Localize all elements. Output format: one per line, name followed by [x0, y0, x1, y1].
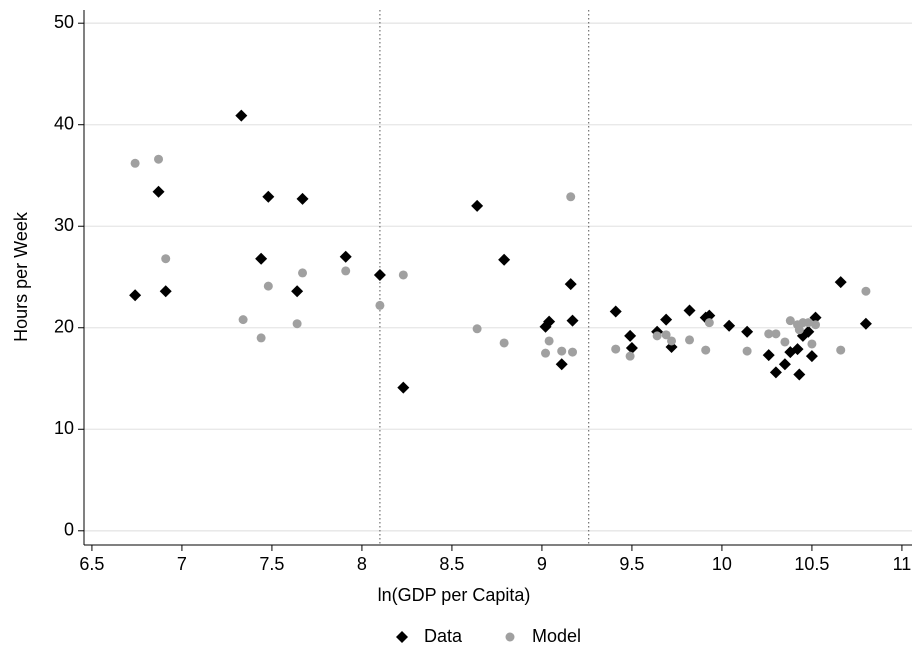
- data-point: [791, 343, 804, 356]
- data-point: [625, 342, 638, 355]
- data-point: [807, 339, 817, 349]
- x-tick-label: 10.5: [794, 554, 829, 574]
- data-point: [566, 314, 579, 327]
- data-point: [803, 318, 813, 328]
- data-point: [683, 304, 696, 317]
- y-axis-title: Hours per Week: [11, 211, 31, 342]
- data-point: [541, 348, 551, 358]
- y-tick-label: 40: [54, 113, 74, 133]
- x-tick-label: 10: [712, 554, 732, 574]
- x-tick-label: 7: [177, 554, 187, 574]
- data-point: [660, 313, 673, 326]
- data-point: [544, 336, 554, 346]
- y-tick-label: 50: [54, 12, 74, 32]
- data-point: [296, 192, 309, 205]
- y-tick-label: 10: [54, 418, 74, 438]
- data-point: [263, 281, 273, 291]
- data-point: [861, 286, 871, 296]
- x-tick-label: 9.5: [619, 554, 644, 574]
- data-point: [723, 319, 736, 332]
- data-point: [161, 254, 171, 264]
- legend-label: Data: [424, 626, 463, 646]
- data-point: [154, 154, 164, 164]
- data-point: [859, 317, 872, 330]
- x-tick-label: 9: [537, 554, 547, 574]
- data-point: [129, 289, 142, 302]
- data-point: [625, 351, 635, 361]
- data-point: [543, 315, 556, 328]
- data-point: [291, 285, 304, 298]
- data-point: [130, 158, 140, 168]
- x-axis-title: ln(GDP per Capita): [378, 585, 531, 605]
- legend-marker: [396, 631, 408, 643]
- data-point: [771, 329, 781, 339]
- data-point: [397, 381, 410, 394]
- y-tick-label: 30: [54, 215, 74, 235]
- data-point: [557, 346, 567, 356]
- data-point: [778, 358, 791, 371]
- data-point: [785, 316, 795, 326]
- x-tick-label: 8: [357, 554, 367, 574]
- data-point: [794, 325, 804, 335]
- data-point: [811, 320, 821, 330]
- data-point: [701, 345, 711, 355]
- data-point: [704, 318, 714, 328]
- data-point: [298, 268, 308, 278]
- data-point: [667, 336, 677, 346]
- data-point: [834, 276, 847, 289]
- data-point: [805, 350, 818, 363]
- data-point: [685, 335, 695, 345]
- y-tick-label: 0: [64, 520, 74, 540]
- data-point: [652, 331, 662, 341]
- data-point: [292, 319, 302, 329]
- data-point: [624, 329, 637, 342]
- data-point: [809, 311, 822, 324]
- data-point: [609, 305, 622, 318]
- data-point: [611, 344, 621, 354]
- x-tick-label: 11: [893, 554, 912, 574]
- legend-marker: [505, 632, 515, 642]
- data-point: [780, 337, 790, 347]
- data-point: [339, 250, 352, 263]
- data-point: [375, 300, 385, 310]
- data-point: [566, 192, 576, 202]
- data-point: [256, 333, 266, 343]
- data-point: [159, 285, 172, 298]
- data-point: [555, 358, 568, 371]
- data-point: [341, 266, 351, 276]
- data-point: [499, 338, 509, 348]
- data-point: [498, 253, 511, 266]
- data-point: [764, 329, 774, 339]
- data-point: [741, 325, 754, 338]
- data-point: [373, 268, 386, 281]
- data-point: [564, 278, 577, 291]
- data-point: [262, 190, 275, 203]
- x-tick-label: 8.5: [439, 554, 464, 574]
- data-point: [152, 185, 165, 198]
- data-point: [793, 368, 806, 381]
- x-tick-label: 7.5: [259, 554, 284, 574]
- data-point: [471, 199, 484, 212]
- y-tick-label: 20: [54, 317, 74, 337]
- data-point: [661, 330, 671, 340]
- data-point: [255, 252, 268, 265]
- legend-label: Model: [532, 626, 581, 646]
- data-point: [703, 309, 716, 322]
- data-point: [742, 346, 752, 356]
- data-point: [238, 315, 248, 325]
- data-point: [762, 349, 775, 362]
- data-point: [472, 324, 482, 334]
- data-point: [836, 345, 846, 355]
- data-point: [398, 270, 408, 280]
- data-point: [769, 366, 782, 379]
- data-point: [568, 347, 578, 357]
- x-tick-label: 6.5: [79, 554, 104, 574]
- data-point: [802, 325, 815, 338]
- data-point: [235, 109, 248, 122]
